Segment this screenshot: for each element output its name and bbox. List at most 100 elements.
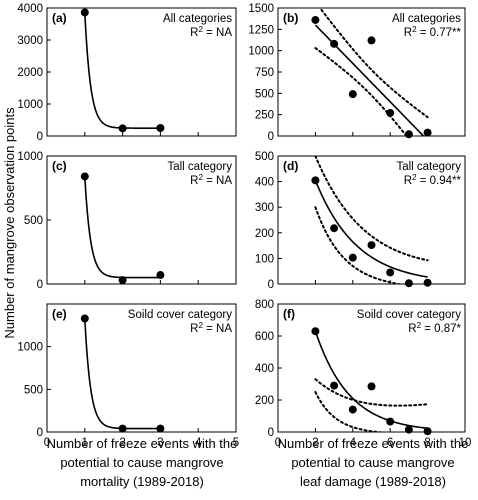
r-squared-label: R2 = NA bbox=[190, 173, 232, 188]
y-tick-label: 500 bbox=[24, 384, 43, 396]
data-point bbox=[80, 8, 89, 17]
panel-label: (e) bbox=[52, 307, 67, 321]
data-point bbox=[118, 276, 127, 285]
plot-area bbox=[314, 330, 429, 432]
x-tick-label: 6 bbox=[387, 437, 393, 449]
y-tick-label: 1000 bbox=[17, 151, 43, 163]
y-tick-label: 500 bbox=[255, 151, 274, 163]
y-tick-label: 1000 bbox=[17, 99, 43, 111]
category-label: Soild cover category bbox=[128, 309, 232, 321]
plot-frame bbox=[46, 303, 237, 433]
data-point bbox=[367, 241, 376, 250]
data-point bbox=[156, 124, 165, 132]
y-axis-title: Number of mangrove observation points bbox=[2, 107, 17, 339]
y-tick-label: 200 bbox=[255, 395, 274, 407]
y-tick-label: 600 bbox=[255, 331, 274, 343]
y-tick-label: 0 bbox=[37, 279, 43, 291]
plot-area bbox=[84, 318, 161, 430]
y-tick-label: 100 bbox=[255, 253, 274, 265]
data-point bbox=[311, 327, 320, 336]
y-tick-label: 0 bbox=[268, 427, 274, 439]
panel-f: 0 2 4 6 8 10 0 200 400 600 800 (f) Soild cover categ… bbox=[255, 299, 472, 449]
y-tick-label: 500 bbox=[24, 215, 43, 227]
category-label: All categories bbox=[163, 13, 232, 25]
panel-label: (f) bbox=[283, 307, 295, 321]
x-axis-title-left-line-3: mortality (1989-2018) bbox=[80, 474, 204, 489]
data-point bbox=[80, 314, 89, 323]
panel-b: 0 250 500 750 1000 1250 1500 (b) All categoriesR… bbox=[248, 3, 466, 143]
r-squared-label: R2 = 0.77** bbox=[404, 25, 462, 40]
x-tick-label: 2 bbox=[119, 437, 125, 449]
x-tick-label: 3 bbox=[157, 437, 163, 449]
fit-curve bbox=[84, 176, 161, 279]
data-point bbox=[423, 427, 432, 436]
plot-frame bbox=[277, 155, 466, 285]
data-point bbox=[367, 36, 376, 45]
x-tick-label: 2 bbox=[312, 437, 318, 449]
data-point bbox=[423, 278, 432, 287]
data-point bbox=[404, 130, 413, 139]
x-tick-label: 10 bbox=[459, 437, 472, 449]
y-tick-label: 0 bbox=[268, 131, 274, 143]
data-point bbox=[367, 382, 376, 391]
data-point bbox=[386, 108, 395, 117]
data-point bbox=[404, 425, 413, 434]
category-label: Soild cover category bbox=[357, 309, 461, 321]
r-squared-label: R2 = NA bbox=[190, 25, 232, 40]
data-point bbox=[156, 271, 165, 280]
confidence-band-upper bbox=[318, 8, 429, 119]
x-axis-title-left: Number of freeze events with the potenti… bbox=[47, 436, 238, 489]
r-squared-label: R2 = 0.87* bbox=[408, 321, 461, 336]
x-axis-title-right-line-1: Number of freeze events with the bbox=[278, 436, 469, 451]
category-label: Tall category bbox=[396, 161, 461, 173]
y-tick-label: 3000 bbox=[17, 35, 43, 47]
data-point bbox=[348, 253, 357, 262]
plot-area bbox=[314, 156, 429, 284]
fit-curve bbox=[84, 318, 161, 430]
data-point bbox=[348, 90, 357, 99]
x-axis-title-left-line-1: Number of freeze events with the bbox=[47, 436, 238, 451]
data-point bbox=[156, 424, 165, 433]
data-point bbox=[330, 39, 339, 48]
panel-label: (c) bbox=[52, 159, 67, 173]
y-tick-label: 0 bbox=[37, 131, 43, 143]
y-tick-label: 2000 bbox=[17, 67, 43, 79]
data-point bbox=[80, 172, 89, 181]
r-squared-label: R2 = 0.94** bbox=[404, 173, 462, 188]
x-axis-title-right-line-2: potential to cause mangrove bbox=[291, 455, 454, 470]
data-point bbox=[330, 224, 339, 233]
category-label: All categories bbox=[392, 13, 461, 25]
confidence-band-lower bbox=[314, 391, 388, 432]
panel-e: 0 1 2 3 4 5 0 500 1000 (e) Soild cover categoryR2 … bbox=[17, 303, 239, 449]
data-point bbox=[348, 405, 357, 414]
confidence-band-upper bbox=[314, 378, 429, 407]
x-axis-title-left-line-2: potential to cause mangrove bbox=[60, 455, 223, 470]
data-point bbox=[404, 279, 413, 288]
y-tick-label: 300 bbox=[255, 202, 274, 214]
data-point bbox=[118, 424, 127, 433]
data-point bbox=[423, 128, 432, 137]
data-point bbox=[118, 124, 127, 133]
y-tick-label: 1500 bbox=[248, 3, 274, 15]
x-tick-label: 8 bbox=[424, 437, 430, 449]
x-tick-label: 0 bbox=[275, 437, 281, 449]
y-tick-label: 0 bbox=[268, 279, 274, 291]
x-tick-label: 5 bbox=[233, 437, 239, 449]
y-tick-label: 1000 bbox=[248, 46, 274, 58]
x-tick-label: 4 bbox=[350, 437, 357, 449]
y-tick-label: 0 bbox=[37, 427, 43, 439]
y-tick-label: 250 bbox=[255, 110, 274, 122]
y-tick-label: 1250 bbox=[248, 24, 274, 36]
x-axis-title-right-line-3: leaf damage (1989-2018) bbox=[300, 474, 446, 489]
y-tick-label: 750 bbox=[255, 67, 274, 79]
x-tick-label: 1 bbox=[82, 437, 88, 449]
x-tick-label: 4 bbox=[195, 437, 202, 449]
category-label: Tall category bbox=[167, 161, 232, 173]
data-point bbox=[386, 268, 395, 277]
data-point bbox=[311, 176, 320, 185]
y-tick-label: 800 bbox=[255, 299, 274, 311]
